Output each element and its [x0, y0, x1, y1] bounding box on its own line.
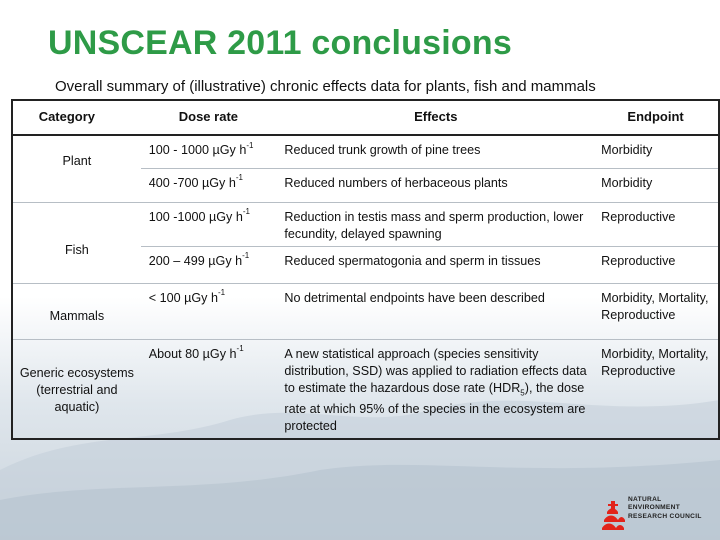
table-row: 200 – 499 µGy h-1 Reduced spermatogonia …	[12, 245, 719, 283]
dose-cell: 100 - 1000 µGy h-1	[148, 140, 254, 157]
dose-cell: About 80 µGy h-1	[140, 338, 279, 440]
nerc-logo-icon	[602, 501, 625, 530]
endpoint-cell: Morbidity	[601, 143, 653, 157]
table-row: 400 -700 µGy h-1 Reduced numbers of herb…	[12, 167, 719, 202]
category-mammals: Mammals	[12, 282, 141, 339]
table-row: Plant 100 - 1000 µGy h-1 Reduced trunk g…	[12, 135, 719, 168]
category-fish: Fish	[12, 201, 141, 283]
header-category: Category	[12, 100, 141, 136]
effect-cell: Reduction in testis mass and sperm produ…	[278, 201, 594, 246]
category-plant: Plant	[62, 154, 92, 169]
table-row: Generic ecosystems (terrestrial and aqua…	[12, 338, 719, 440]
table-row: Mammals < 100 µGy h-1 No detrimental end…	[12, 282, 719, 339]
table-row: Fish 100 -1000 µGy h-1 Reduction in test…	[12, 201, 719, 283]
category-generic-ecosystems: Generic ecosystems (terrestrial and aqua…	[12, 338, 141, 440]
endpoint-cell: Reproductive	[593, 245, 719, 283]
effects-table: Category Dose rate Effects Endpoint Plan…	[11, 99, 720, 441]
header-effects: Effects	[278, 100, 594, 136]
header-row: Category Dose rate Effects Endpoint	[12, 100, 719, 136]
dose-cell: < 100 µGy h-1	[140, 282, 279, 339]
endpoint-cell: Morbidity, Mortality, Reproductive	[593, 282, 719, 339]
dose-cell: 100 -1000 µGy h-1	[140, 201, 279, 246]
nerc-logo-text: NATURAL ENVIRONMENT RESEARCH COUNCIL	[628, 496, 702, 520]
table-caption: Overall summary of (illustrative) chroni…	[55, 78, 596, 95]
page-title: UNSCEAR 2011 conclusions	[48, 24, 512, 62]
effect-cell: No detrimental endpoints have been descr…	[278, 282, 594, 339]
effect-cell: Reduced spermatogonia and sperm in tissu…	[278, 245, 594, 283]
effect-cell: A new statistical approach (species sens…	[278, 338, 594, 440]
endpoint-cell: Reproductive	[593, 201, 719, 246]
effect-cell: Reduced trunk growth of pine trees	[284, 143, 481, 157]
header-endpoint: Endpoint	[593, 100, 719, 136]
endpoint-cell: Morbidity, Mortality, Reproductive	[593, 338, 719, 440]
effect-cell: Reduced numbers of herbaceous plants	[278, 167, 594, 202]
endpoint-cell: Morbidity	[593, 167, 719, 202]
header-dose-rate: Dose rate	[140, 100, 279, 136]
dose-cell: 200 – 499 µGy h-1	[140, 245, 279, 283]
dose-cell: 400 -700 µGy h-1	[140, 167, 279, 202]
